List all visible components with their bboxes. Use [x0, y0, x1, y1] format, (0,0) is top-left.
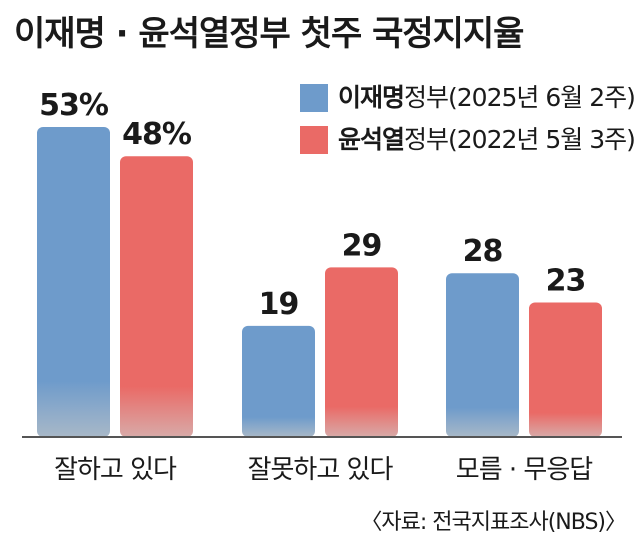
data-label-yoon-0: 48% — [122, 117, 192, 152]
category-labels: 잘하고 있다 잘못하고 있다 모름 · 무응답 — [54, 455, 593, 485]
legend-swatch-yoon — [300, 126, 328, 154]
source-note: 〈자료: 전국지표조사(NBS)〉 — [360, 510, 627, 535]
data-label-lee-0: 53% — [39, 88, 109, 123]
category-label-0: 잘하고 있다 — [54, 455, 177, 485]
bars-group: 53% 48% 19 29 28 23 — [37, 88, 602, 437]
data-label-yoon-2: 23 — [546, 263, 586, 298]
legend-label-yoon: 정부(2022년 5월 3주) — [404, 125, 636, 154]
category-label-1: 잘못하고 있다 — [248, 455, 394, 485]
bar-yoon-2 — [529, 302, 602, 437]
bar-yoon-0 — [120, 156, 193, 437]
legend-label-bold-lee: 이재명 — [338, 83, 405, 112]
chart-title: 이재명 · 윤석열정부 첫주 국정지지율 — [14, 14, 524, 54]
legend-label-bold-yoon: 윤석열 — [338, 125, 405, 154]
bar-lee-2 — [446, 273, 519, 437]
category-label-2: 모름 · 무응답 — [456, 455, 592, 485]
bar-lee-1 — [242, 325, 315, 437]
bar-yoon-1 — [325, 267, 398, 437]
data-label-yoon-1: 29 — [342, 228, 382, 263]
legend-label-lee: 정부(2025년 6월 2주) — [404, 83, 636, 112]
data-label-lee-1: 19 — [259, 287, 299, 322]
legend-swatch-lee — [300, 84, 328, 112]
data-label-lee-2: 28 — [463, 234, 503, 269]
bar-lee-0 — [37, 127, 110, 437]
